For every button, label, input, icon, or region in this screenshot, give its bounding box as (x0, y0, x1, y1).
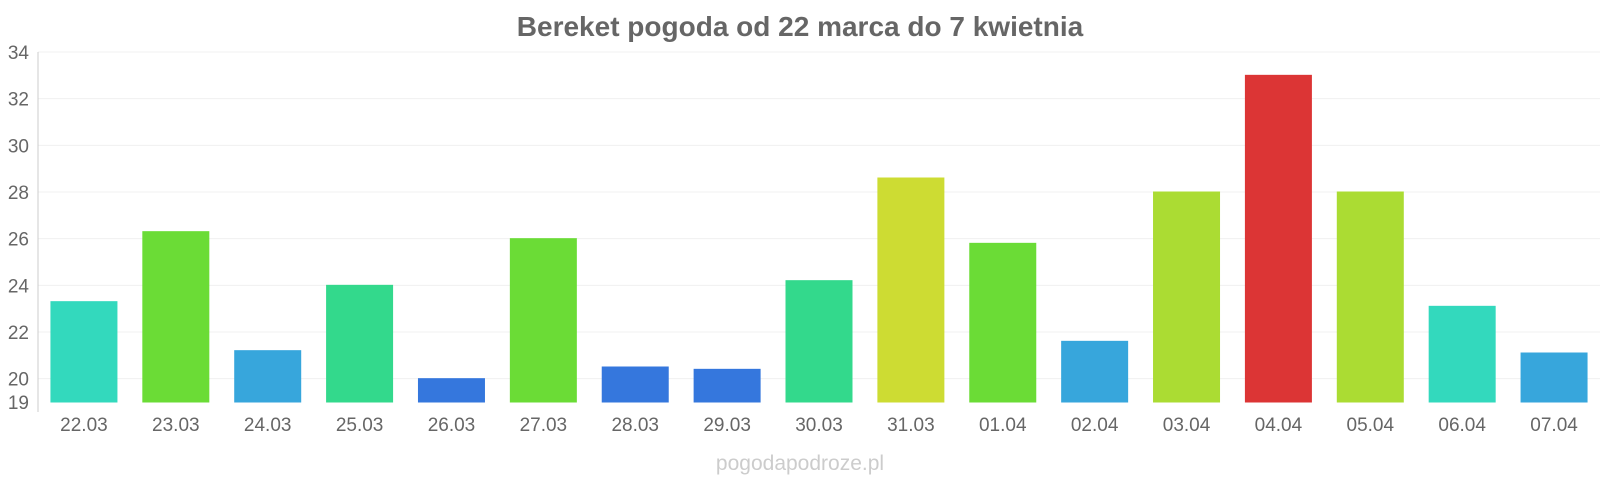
x-tick-label: 30.03 (795, 415, 843, 436)
x-tick-labels: 22.03 23.03 24.03 25.03 26.03 27.03 28.03 29.03… (60, 415, 1578, 436)
y-tick-label: 19 (8, 393, 29, 414)
y-tick-label: 32 (8, 90, 29, 111)
bar-30.03 (785, 280, 853, 403)
x-tick-label: 29.03 (703, 415, 751, 436)
y-tick-label: 20 (8, 370, 29, 391)
y-tick-label: 26 (8, 230, 29, 251)
x-tick-label: 01.04 (979, 415, 1027, 436)
y-tick-label: 22 (8, 323, 29, 344)
y-tick-label: 28 (8, 183, 29, 204)
bar-02.04 (1061, 340, 1129, 403)
x-tick-label: 24.03 (244, 415, 292, 436)
bar-06.04 (1428, 305, 1496, 403)
x-tick-label: 26.03 (428, 415, 476, 436)
x-tick-label: 22.03 (60, 415, 108, 436)
bar-25.03 (326, 284, 394, 403)
bar-04.04 (1244, 74, 1312, 403)
bar-26.03 (417, 378, 485, 403)
x-tick-label: 05.04 (1347, 415, 1395, 436)
chart-title: Bereket pogoda od 22 marca do 7 kwietnia (517, 11, 1084, 42)
x-tick-label: 31.03 (887, 415, 935, 436)
x-tick-label: 27.03 (520, 415, 568, 436)
bar-31.03 (877, 177, 945, 403)
bar-27.03 (509, 238, 577, 403)
x-tick-label: 25.03 (336, 415, 384, 436)
bar-07.04 (1520, 352, 1588, 403)
bar-01.04 (969, 242, 1037, 403)
bars (50, 74, 1588, 403)
bar-24.03 (234, 350, 302, 403)
bar-22.03 (50, 301, 118, 403)
x-tick-label: 06.04 (1438, 415, 1486, 436)
x-tick-label: 07.04 (1530, 415, 1578, 436)
x-tick-label: 03.04 (1163, 415, 1211, 436)
x-tick-label: 02.04 (1071, 415, 1119, 436)
bar-28.03 (601, 366, 669, 403)
bar-03.04 (1153, 191, 1221, 403)
y-tick-label: 34 (8, 43, 30, 64)
bar-05.04 (1336, 191, 1404, 403)
y-tick-label: 24 (8, 276, 30, 297)
bar-29.03 (693, 368, 761, 403)
x-tick-label: 04.04 (1255, 415, 1303, 436)
bar-23.03 (142, 231, 210, 403)
source-credit: pogodapodroze.pl (716, 452, 884, 475)
x-tick-label: 23.03 (152, 415, 200, 436)
y-tick-label: 30 (8, 136, 29, 157)
x-tick-label: 28.03 (611, 415, 659, 436)
